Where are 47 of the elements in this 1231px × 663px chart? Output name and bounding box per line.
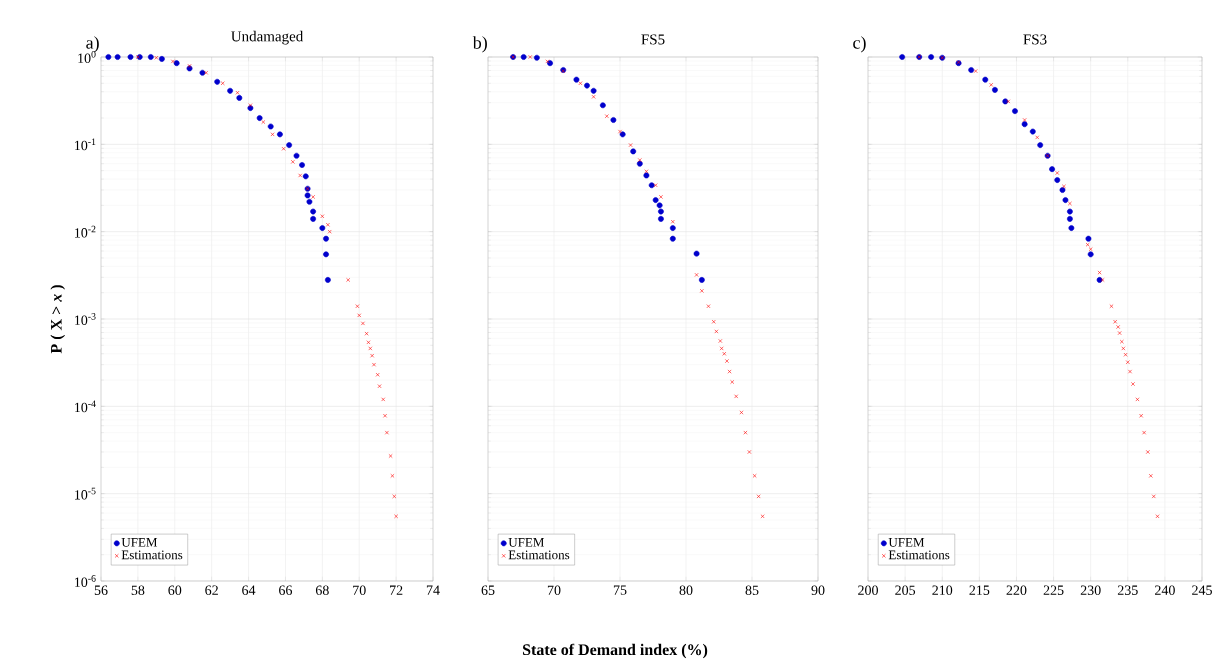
x-tick-label: 80 [679,585,693,595]
x-tick-label: 240 [1155,585,1175,595]
y-tick-label: 10$^{0}$ [78,51,96,63]
x-tick-label: 62 [205,585,218,595]
x-tick-label: 220 [1006,585,1027,595]
x-tick-label: 66 [279,585,293,595]
x-tick-label: 65 [481,585,495,595]
x-tick-label: 70 [547,585,561,595]
y-tick-label: 10$^{-2}$ [75,225,96,238]
x-tick-label: 75 [613,585,627,595]
chart-title: Undamaged [231,30,304,45]
x-tick-label: 85 [745,585,759,595]
chart-title: FS3 [1023,34,1047,45]
y-tick-label: 10$^{-3}$ [75,313,96,325]
text: c) [853,36,866,53]
chart-title: FS5 [641,34,665,45]
legend-label: UFEM [888,538,925,547]
y-tick-label: 10$^{-4}$ [75,400,96,413]
x-tick-label: 225 [1043,585,1064,595]
x-axis-title: State of Demand index (%) [522,643,708,659]
x-tick-label: 68 [315,585,329,595]
y-tick-label: 10$^{-5}$ [75,487,96,500]
legend-label: UFEM [121,538,158,547]
legend-label: Estimations [121,550,183,560]
text: a) [86,36,99,53]
x-tick-label: 200 [858,585,878,595]
x-tick-label: 90 [811,585,825,595]
legend-label: Estimations [508,550,570,560]
y-axis-title: P ( X > x ) [50,285,65,354]
x-tick-label: 245 [1192,585,1212,595]
x-tick-label: 74 [426,585,440,595]
x-tick-label: 205 [895,585,916,595]
x-tick-label: 235 [1117,585,1138,595]
y-tick-label: 10$^{-6}$ [75,575,96,587]
x-tick-label: 60 [168,585,182,595]
x-tick-label: 56 [94,585,108,595]
x-tick-label: 210 [932,585,953,595]
x-tick-label: 215 [969,585,990,595]
x-tick-label: 70 [353,585,366,595]
legend-label: Estimations [888,550,950,560]
text: b) [472,36,487,53]
x-tick-label: 230 [1080,585,1101,595]
y-tick-label: 10$^{-1}$ [75,138,96,151]
x-tick-label: 58 [131,585,145,595]
x-tick-label: 64 [242,585,256,595]
legend-label: UFEM [508,538,545,547]
x-tick-label: 72 [390,585,403,595]
